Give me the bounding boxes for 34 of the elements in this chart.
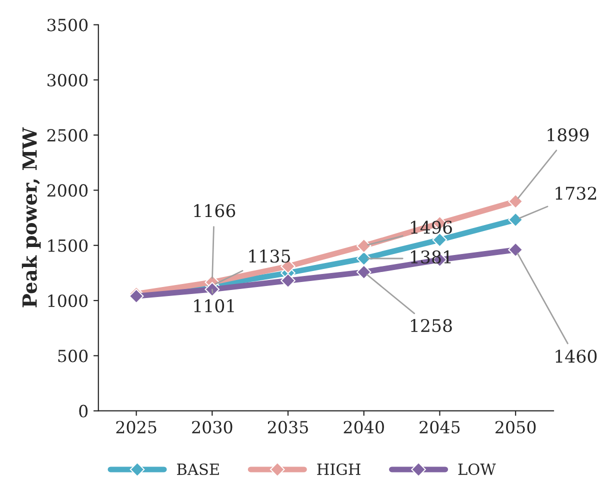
x-tick-label: 2030	[192, 420, 232, 434]
y-tick-label: 2000	[47, 184, 88, 197]
x-tick-label: 2050	[495, 420, 536, 434]
point	[356, 264, 372, 280]
data-label: 1101	[194, 299, 234, 312]
data-label: 1460	[556, 350, 597, 363]
y-tick-label: 0	[79, 404, 88, 418]
point	[204, 282, 220, 297]
y-tick-label: 3000	[48, 74, 88, 86]
legend-label: LOW	[458, 463, 496, 476]
data-label: 1166	[194, 204, 236, 218]
y-tick-label: 1000	[48, 294, 88, 308]
data-label: 1496	[410, 220, 452, 234]
data-label: 1258	[410, 318, 452, 332]
x-tick-label: 2045	[420, 420, 460, 434]
point	[508, 242, 523, 258]
legend-label: HIGH	[317, 463, 360, 476]
x-tick-label: 2040	[344, 420, 384, 434]
y-axis-title: Peak power, MW	[22, 127, 41, 308]
data-label: 1135	[249, 250, 290, 263]
point	[356, 251, 372, 266]
data-label: 1899	[548, 128, 589, 142]
y-tick-label: 500	[58, 350, 88, 362]
y-tick-label: 1500	[48, 239, 88, 252]
data-label: 1732	[556, 186, 596, 200]
x-tick-label: 2025	[116, 420, 156, 434]
point	[508, 194, 523, 209]
y-tick-label: 3500	[48, 18, 88, 32]
point	[508, 212, 523, 228]
x-tick-label: 2035	[268, 420, 308, 434]
point	[280, 273, 296, 288]
y-tick-label: 2500	[47, 129, 88, 142]
legend-label: BASE	[177, 463, 219, 476]
point	[356, 238, 372, 254]
